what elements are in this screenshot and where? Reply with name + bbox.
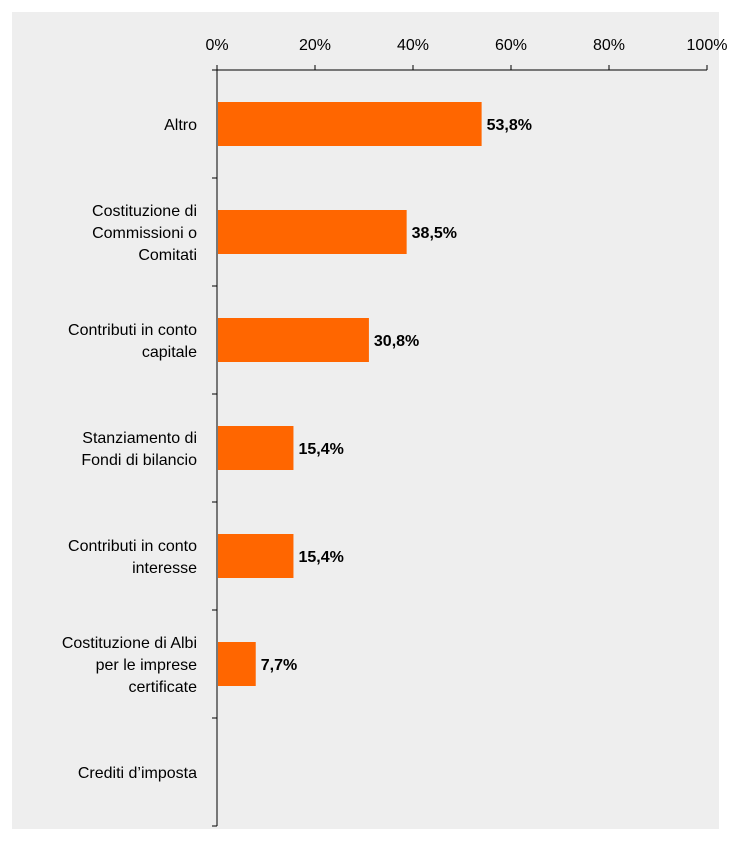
category-label-line: interesse	[132, 560, 197, 577]
bar	[218, 534, 294, 578]
data-label: 15,4%	[298, 441, 343, 458]
x-tick-label: 0%	[205, 37, 228, 54]
bar	[218, 426, 294, 470]
category-label-line: Costituzione di Albi	[62, 635, 197, 652]
category-label-line: Contributi in conto	[68, 322, 197, 339]
data-label: 15,4%	[298, 549, 343, 566]
category-label-line: per le imprese	[96, 657, 197, 674]
category-label-line: Altro	[164, 117, 197, 134]
data-label: 38,5%	[412, 225, 457, 242]
bars	[218, 102, 482, 686]
category-label: Contributi in conto interesse	[68, 538, 197, 577]
category-label-line: Contributi in conto	[68, 538, 197, 555]
data-label: 53,8%	[487, 117, 532, 134]
x-tick-label: 80%	[593, 37, 625, 54]
bar	[218, 318, 369, 362]
x-tick-label: 40%	[397, 37, 429, 54]
x-tick-label: 60%	[495, 37, 527, 54]
data-label: 7,7%	[261, 657, 297, 674]
category-label-line: capitale	[142, 344, 197, 361]
category-label-line: Commissioni o	[92, 225, 197, 242]
category-label: Contributi in conto capitale	[68, 322, 197, 361]
category-label-line: Crediti d’imposta	[78, 765, 197, 782]
x-tick-label: 100%	[687, 37, 728, 54]
category-label: Stanziamento di Fondi di bilancio	[81, 430, 197, 469]
y-ticks	[212, 69, 217, 827]
category-labels: Altro Costituzione di Commissioni o Comitat…	[62, 117, 197, 782]
data-label: 30,8%	[374, 333, 419, 350]
bar	[218, 642, 256, 686]
category-label-line: Comitati	[138, 247, 197, 264]
category-label: Altro	[164, 117, 197, 134]
category-label: Costituzione di Albi per le imprese certif…	[62, 635, 197, 696]
category-label: Crediti d’imposta	[78, 765, 197, 782]
x-ticks: 0% 20% 40% 60% 80% 100%	[205, 37, 727, 70]
bar	[218, 102, 482, 146]
category-label: Costituzione di Commissioni o Comitati	[92, 203, 197, 264]
data-labels: 53,8% 38,5% 30,8% 15,4% 15,4% 7,7%	[261, 117, 532, 674]
category-label-line: certificate	[129, 679, 198, 696]
category-label-line: Fondi di bilancio	[81, 452, 197, 469]
category-label-line: Stanziamento di	[82, 430, 197, 447]
plot-background	[12, 12, 719, 829]
category-label-line: Costituzione di	[92, 203, 197, 220]
bar	[218, 210, 407, 254]
x-tick-label: 20%	[299, 37, 331, 54]
